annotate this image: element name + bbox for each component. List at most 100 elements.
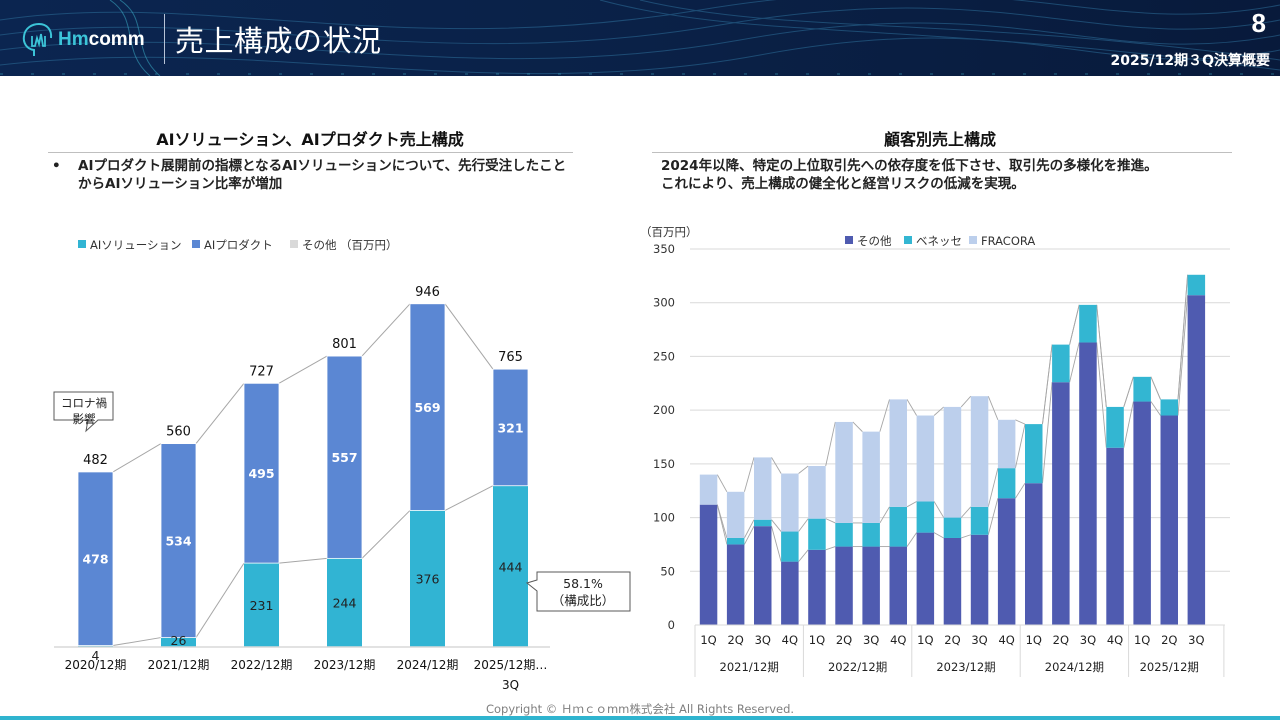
connector-line [1042,382,1053,484]
x-tick-quarter: 1Q [917,633,933,647]
x-tick-quarter: 3Q [1188,633,1204,647]
label-total: 727 [249,364,274,379]
connector-line [1014,424,1026,469]
copyright-footer: Copyright © Ｈｍｃｏmm株式会社 All Rights Reserv… [485,702,795,716]
bar-other-customers [808,549,826,625]
bar-benesse [726,537,745,545]
x-tick-label: 2023/12期 [314,658,376,672]
connector-line [960,506,972,518]
label-total: 482 [83,453,108,468]
connector-line [879,506,890,524]
x-tick-quarter: 3Q [971,633,987,647]
bar-fracora [699,474,718,505]
connector-line [744,519,755,539]
x-tick-year: 2022/12期 [828,660,887,674]
bar-ai-solution [327,558,362,647]
page-number: 8 [1251,8,1266,38]
bar-other-customers [862,546,880,625]
x-tick-quarter: 3Q [863,633,879,647]
covid-callout-line1: コロナ禍 [61,396,107,410]
header-wave-decoration [0,0,1280,76]
label-ai-solution: 444 [499,559,523,574]
document-title: 2025/12期３Q決算概要 [1110,53,1270,69]
connector-line [771,519,782,532]
bar-other-customers [754,526,772,625]
label-ai-product: 478 [82,552,108,567]
bar-other-customers [916,532,935,625]
bar-benesse [1187,274,1206,296]
connector-line [933,501,945,518]
right-section-rule [652,152,1232,153]
connector-total [278,355,328,384]
y-tick-label: 100 [653,511,675,525]
bar-fracora [916,415,935,502]
slide-header: Hmcomm 売上構成の状況 8 2025/12期３Q決算概要 [0,0,1280,76]
bar-other-customers [1160,415,1178,625]
x-tick-quarter: 4Q [782,633,798,647]
legend-swatch-other [290,240,298,248]
y-tick-label: 350 [653,242,675,256]
connector-line [716,504,728,539]
connector-line [825,546,836,551]
connector-line [906,399,917,416]
x-tick-quarter: 2Q [727,633,743,647]
connector-line [825,518,836,524]
x-tick-year: 2021/12期 [720,660,779,674]
connector-line [1150,376,1161,400]
bar-other-customers [1052,382,1070,625]
legend-label-other-customers: その他 [857,234,892,248]
label-ai-solution: 376 [416,572,440,587]
connector-ai-solution [361,510,411,559]
connector-line [987,396,999,420]
legend-label-fracora: FRACORA [981,234,1035,248]
connector-line [1069,304,1080,345]
bar-other-customers [943,537,962,625]
bar-fracora [943,406,962,518]
connector-line [1123,376,1134,408]
x-tick-sublabel: 3Q [502,678,519,692]
x-tick-quarter: 4Q [1107,633,1123,647]
x-tick-quarter: 4Q [890,633,906,647]
connector-line [1177,295,1189,416]
bar-benesse [1052,344,1070,383]
connector-ai-solution [444,485,494,511]
description-line-1: 2024年以降、特定の上位取引先への依存度を低下させ、取引先の多様化を推進。 [661,158,1158,174]
connector-line [1096,342,1107,448]
connector-line [798,549,809,562]
x-tick-year: 2023/12期 [936,660,995,674]
label-total: 946 [415,285,440,300]
right-section-title: 顧客別売上構成 [883,130,996,149]
label-ai-product: 534 [165,534,191,549]
ratio-callout-caption: （構成比） [552,593,615,608]
connector-total [112,443,162,473]
legend-swatch-fracora [969,236,977,244]
label-ai-solution: 4 [92,648,100,663]
bar-fracora [835,421,853,523]
connector-line [987,498,999,535]
connector-line [744,525,755,545]
connector-line [743,457,755,492]
connector-line [825,421,836,467]
x-tick-label: 2022/12期 [231,658,293,672]
ai-revenue-stacked-bar-chart: AIソリューション AIプロダクト その他 （百万円） 478 4 482 2020/… [53,238,631,692]
label-ai-product: 569 [414,400,440,415]
bullet-marker: • [52,158,61,174]
bar-other-customers [970,534,989,625]
unit-label: （百万円） [340,238,398,252]
bar-benesse [835,522,853,547]
x-tick-label: 2025/12期… [474,658,548,672]
right-chart-connector-lines [716,274,1189,562]
x-tick-year: 2025/12期 [1140,660,1199,674]
covid-impact-callout: コロナ禍 影響 [53,391,114,433]
bar-ai-product [243,382,280,564]
connector-total [195,383,245,444]
bar-fracora [781,473,799,532]
right-chart-y-unit: （百万円） [640,225,698,239]
label-ai-solution: 244 [333,596,357,611]
y-tick-label: 150 [653,457,675,471]
bar-benesse [1133,376,1151,402]
label-total: 801 [332,337,357,352]
bar-fracora [970,396,989,507]
label-ai-product: 557 [331,450,357,465]
